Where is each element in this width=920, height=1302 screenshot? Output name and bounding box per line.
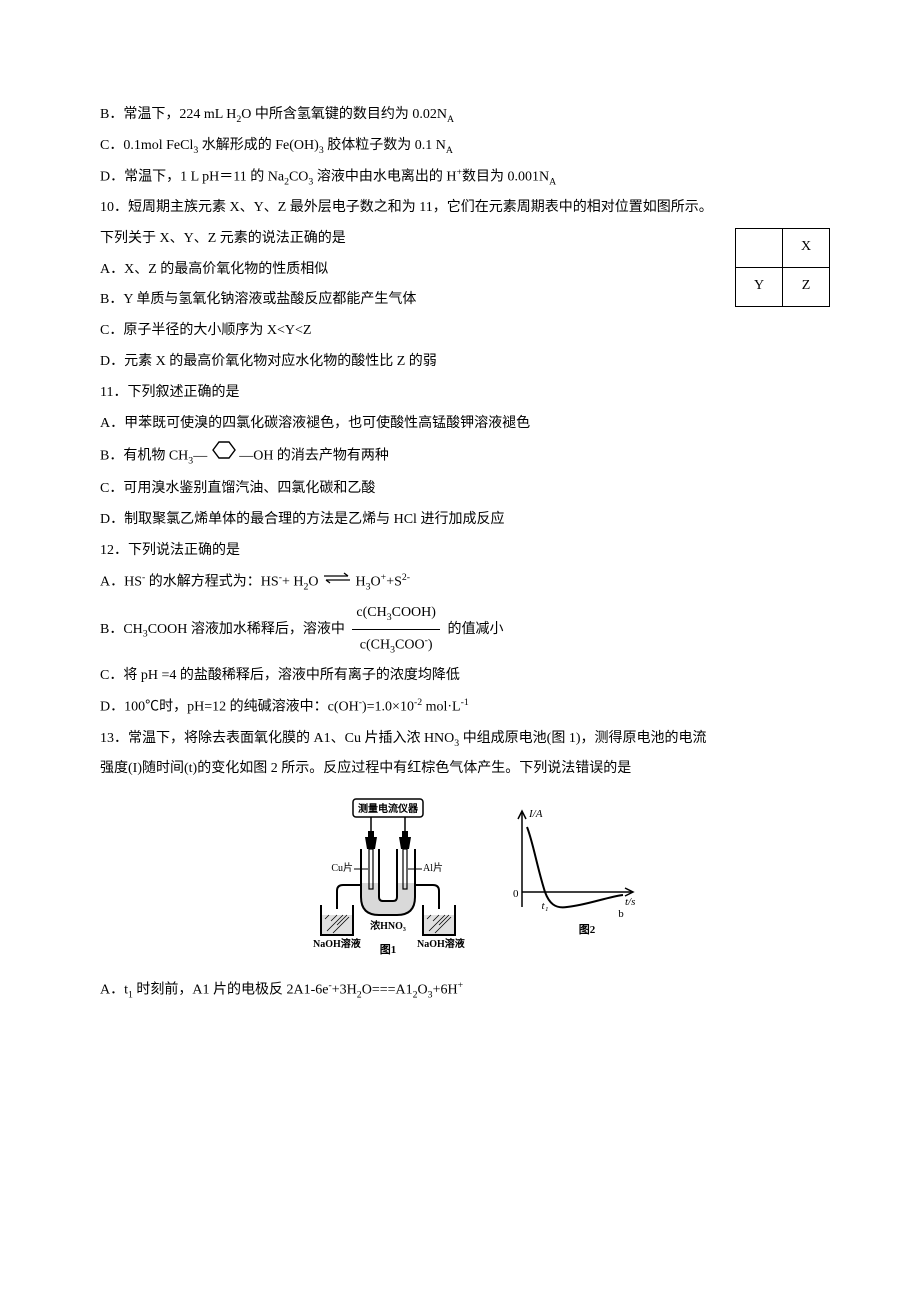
- q9-option-c: C．0.1mol FeCl3 水解形成的 Fe(OH)3 胶体粒子数为 0.1 …: [100, 131, 830, 162]
- q10-option-d: D．元素 X 的最高价氧化物对应水化物的酸性比 Z 的弱: [100, 347, 830, 378]
- svg-text:浓HNO₃: 浓HNO₃: [370, 919, 406, 932]
- fraction: c(CH3COOH) c(CH3COO-): [352, 598, 440, 661]
- figure-2-graph: I/A t/s 0 t₁ b 图2: [497, 797, 647, 947]
- q13-option-a: A．t1 时刻前，A1 片的电极反 2A1-6e-+3H2O===A12O3+6…: [100, 975, 830, 1006]
- q12-stem: 12．下列说法正确的是: [100, 536, 830, 567]
- q9-option-b: B．常温下，224 mL H2O 中所含氢氧键的数目约为 0.02NA: [100, 100, 830, 131]
- q10-option-b: B．Y 单质与氢氧化钠溶液或盐酸反应都能产生气体: [100, 285, 830, 316]
- q11-option-a: A．甲苯既可使溴的四氯化碳溶液褪色，也可使酸性高锰酸钾溶液褪色: [100, 409, 830, 440]
- q10-stem-1: 10．短周期主族元素 X、Y、Z 最外层电子数之和为 11，它们在元素周期表中的…: [100, 193, 830, 224]
- figures-row: 测量电流仪器 Cu片 Al片: [100, 797, 830, 957]
- table-cell: [736, 228, 783, 267]
- table-cell: Z: [783, 267, 830, 306]
- svg-text:图2: 图2: [579, 923, 596, 936]
- q11-option-c: C．可用溴水鉴别直馏汽油、四氯化碳和乙酸: [100, 474, 830, 505]
- table-cell: X: [783, 228, 830, 267]
- q12-option-c: C．将 pH =4 的盐酸稀释后，溶液中所有离子的浓度均降低: [100, 661, 830, 692]
- svg-text:Cu片: Cu片: [332, 861, 354, 874]
- svg-text:b: b: [618, 908, 624, 920]
- q9-option-d: D．常温下，1 L pH＝11 的 Na2CO3 溶液中由水电离出的 H+数目为…: [100, 162, 830, 193]
- cyclohexane-icon: [207, 439, 239, 474]
- svg-text:NaOH溶液: NaOH溶液: [417, 937, 465, 950]
- q11-option-b: B．有机物 CH3— —OH 的消去产物有两种: [100, 439, 830, 474]
- q11-stem: 11．下列叙述正确的是: [100, 378, 830, 409]
- q10-option-a: A．X、Z 的最高价氧化物的性质相似: [100, 255, 830, 286]
- q13-stem-2: 强度(I)随时间(t)的变化如图 2 所示。反应过程中有红棕色气体产生。下列说法…: [100, 754, 830, 785]
- q11-option-d: D．制取聚氯乙烯单体的最合理的方法是乙烯与 HCl 进行加成反应: [100, 505, 830, 536]
- svg-text:t/s: t/s: [625, 896, 635, 908]
- q12-option-b: B．CH3COOH 溶液加水稀释后，溶液中 c(CH3COOH) c(CH3CO…: [100, 598, 830, 661]
- svg-text:测量电流仪器: 测量电流仪器: [358, 802, 419, 815]
- svg-text:Al片: Al片: [423, 861, 443, 874]
- equilibrium-arrow-icon: [322, 567, 352, 598]
- q12-option-d: D．100℃时，pH=12 的纯碱溶液中：c(OH-)=1.0×10-2 mol…: [100, 692, 830, 723]
- svg-text:t₁: t₁: [541, 900, 548, 912]
- figure-1-apparatus: 测量电流仪器 Cu片 Al片: [283, 797, 493, 957]
- q12-option-a: A．HS- 的水解方程式为：HS-+ H2O H3O++S2-: [100, 567, 830, 598]
- svg-text:0: 0: [513, 888, 519, 900]
- q13-stem-1: 13．常温下，将除去表面氧化膜的 A1、Cu 片插入浓 HNO3 中组成原电池(…: [100, 724, 830, 755]
- svg-text:NaOH溶液: NaOH溶液: [313, 937, 361, 950]
- q10-stem-2: 下列关于 X、Y、Z 元素的说法正确的是: [100, 224, 830, 255]
- periodic-position-table: X YZ: [735, 228, 830, 307]
- svg-text:I/A: I/A: [528, 808, 543, 820]
- svg-text:图1: 图1: [380, 943, 397, 956]
- table-cell: Y: [736, 267, 783, 306]
- q10-option-c: C．原子半径的大小顺序为 X<Y<Z: [100, 316, 830, 347]
